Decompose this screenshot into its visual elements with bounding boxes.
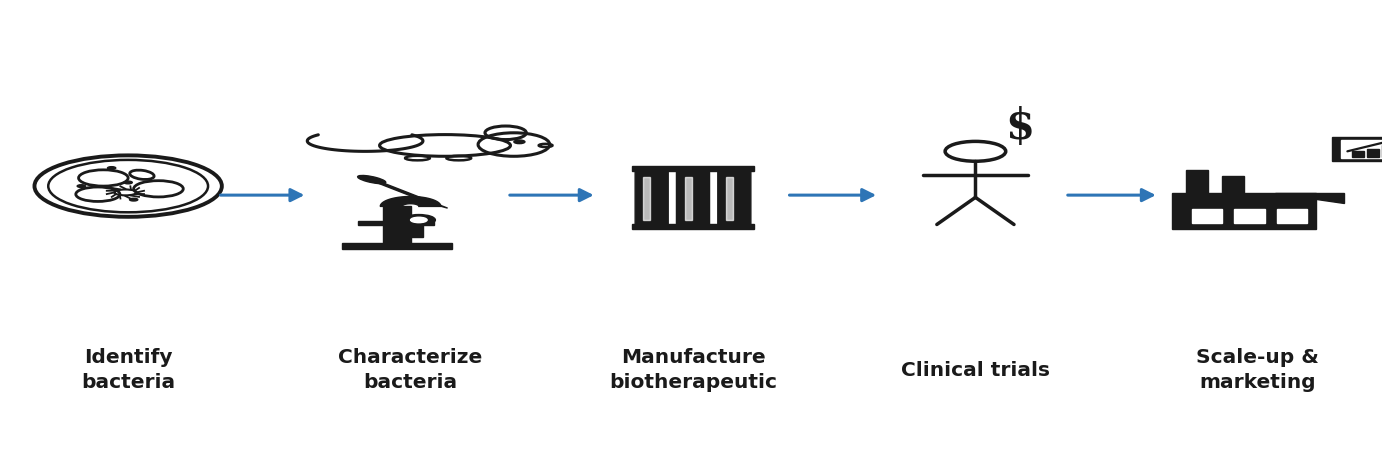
Circle shape <box>129 199 137 202</box>
Bar <box>342 243 452 250</box>
Text: Manufacture
biotherapeutic: Manufacture biotherapeutic <box>608 347 778 391</box>
Bar <box>632 224 754 230</box>
Polygon shape <box>383 207 410 243</box>
Polygon shape <box>1275 193 1344 204</box>
Text: Clinical trials: Clinical trials <box>901 360 1051 379</box>
Bar <box>643 178 650 220</box>
Bar <box>726 178 733 220</box>
Bar <box>358 222 434 226</box>
Circle shape <box>78 185 86 188</box>
Bar <box>685 178 692 220</box>
Bar <box>1277 210 1307 223</box>
Text: Scale-up &
marketing: Scale-up & marketing <box>1196 347 1319 391</box>
Polygon shape <box>362 178 448 209</box>
Bar <box>1332 138 1386 162</box>
Circle shape <box>410 218 427 223</box>
Circle shape <box>108 168 116 170</box>
FancyBboxPatch shape <box>635 169 668 226</box>
Bar <box>1340 141 1386 159</box>
Bar <box>1351 152 1364 157</box>
Circle shape <box>402 215 435 226</box>
Bar <box>409 226 423 238</box>
Text: Characterize
bacteria: Characterize bacteria <box>338 347 482 391</box>
Bar <box>1222 176 1245 193</box>
FancyBboxPatch shape <box>676 169 710 226</box>
Bar <box>1186 171 1209 193</box>
Text: Identify
bacteria: Identify bacteria <box>82 347 175 391</box>
Polygon shape <box>380 197 441 207</box>
Circle shape <box>514 141 525 144</box>
FancyBboxPatch shape <box>718 169 751 226</box>
Bar <box>1367 149 1379 157</box>
Bar <box>632 167 754 172</box>
Circle shape <box>123 182 132 185</box>
Bar <box>1192 210 1222 223</box>
Text: $: $ <box>1005 106 1034 148</box>
Bar <box>1171 193 1317 230</box>
Bar <box>1235 210 1265 223</box>
Bar <box>1382 146 1386 157</box>
Ellipse shape <box>358 176 385 184</box>
